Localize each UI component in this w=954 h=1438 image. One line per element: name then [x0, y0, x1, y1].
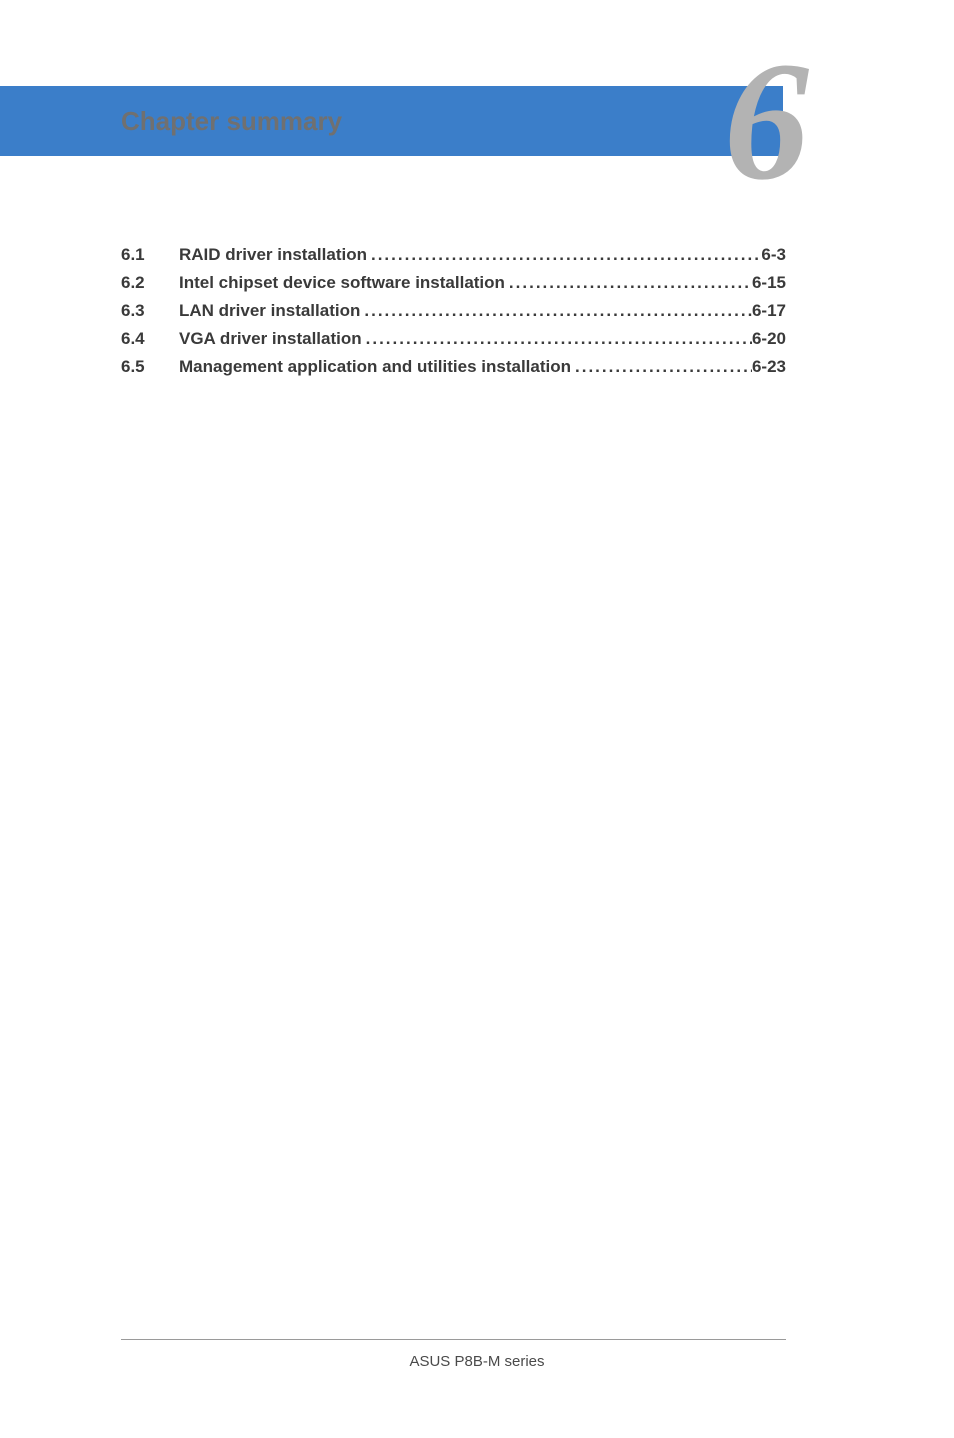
toc-dots: ........................................…	[505, 273, 752, 293]
footer-text: ASUS P8B-M series	[0, 1353, 954, 1370]
toc-entry-title: Intel chipset device software installati…	[179, 273, 505, 293]
toc-entry: 6.4 VGA driver installation ............…	[121, 329, 786, 349]
toc-entry: 6.5 Management application and utilities…	[121, 357, 786, 377]
toc-entry-title: VGA driver installation	[179, 329, 362, 349]
toc-entry: 6.1 RAID driver installation ...........…	[121, 245, 786, 265]
toc-entry-number: 6.3	[121, 301, 179, 321]
page-container: Chapter summary 6 6.1 RAID driver instal…	[0, 0, 954, 1438]
toc-entry-page: 6-23	[752, 357, 786, 377]
chapter-number: 6	[724, 36, 801, 206]
toc-entry-title: Management application and utilities ins…	[179, 357, 571, 377]
toc-entry-title: LAN driver installation	[179, 301, 360, 321]
toc-entry-number: 6.2	[121, 273, 179, 293]
header-band	[0, 86, 783, 156]
toc-entry-number: 6.5	[121, 357, 179, 377]
toc-dots: ........................................…	[367, 245, 761, 265]
toc-dots: ........................................…	[360, 301, 752, 321]
toc-entry-page: 6-3	[761, 245, 786, 265]
toc-entry-page: 6-20	[752, 329, 786, 349]
toc-entry-page: 6-17	[752, 301, 786, 321]
toc-entry-title: RAID driver installation	[179, 245, 367, 265]
toc-entry-page: 6-15	[752, 273, 786, 293]
chapter-summary-title: Chapter summary	[121, 106, 342, 137]
toc-entry: 6.2 Intel chipset device software instal…	[121, 273, 786, 293]
toc-entry-number: 6.1	[121, 245, 179, 265]
toc-entry-number: 6.4	[121, 329, 179, 349]
table-of-contents: 6.1 RAID driver installation ...........…	[121, 245, 786, 385]
toc-dots: ........................................…	[571, 357, 752, 377]
toc-dots: ........................................…	[362, 329, 752, 349]
footer-divider	[121, 1339, 786, 1340]
toc-entry: 6.3 LAN driver installation ............…	[121, 301, 786, 321]
